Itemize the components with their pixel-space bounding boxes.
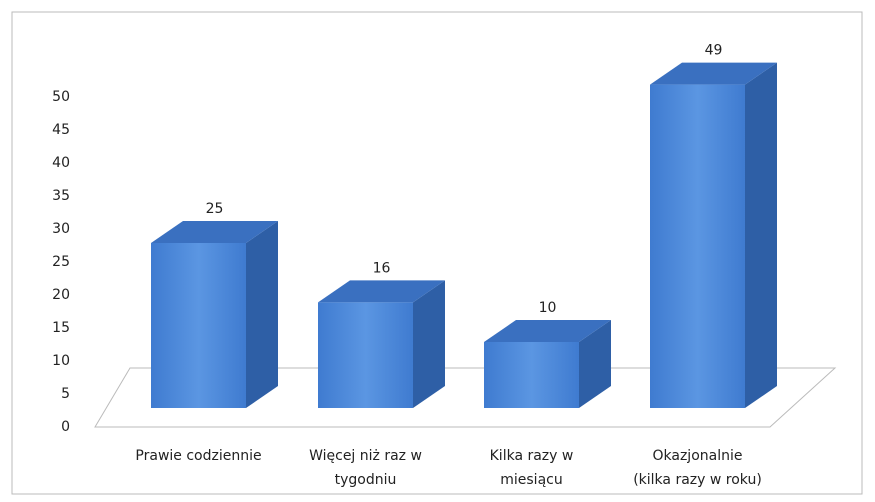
y-tick-label: 30 — [52, 221, 70, 237]
y-tick-label: 15 — [52, 320, 70, 336]
bar-front — [318, 302, 413, 408]
bar-side — [745, 62, 777, 408]
bar-side — [579, 320, 611, 408]
bar — [318, 280, 445, 408]
x-tick-label: Prawie codziennie — [135, 448, 261, 464]
y-tick-label: 35 — [52, 188, 70, 204]
x-tick-label: Kilka razy w miesiącu — [490, 448, 574, 488]
data-label: 16 — [373, 260, 391, 276]
y-tick-label: 5 — [61, 386, 70, 402]
bar-side — [413, 280, 445, 408]
bar-front — [650, 84, 745, 408]
chart-frame — [11, 11, 863, 495]
y-tick-label: 25 — [52, 254, 70, 270]
y-tick-label: 50 — [52, 89, 70, 105]
x-tick-label: Okazjonalnie (kilka razy w roku) — [633, 448, 762, 488]
bar-top — [484, 320, 611, 342]
bar-top — [650, 62, 777, 85]
y-tick-label: 40 — [52, 155, 70, 171]
bar-side — [246, 221, 278, 408]
bar-top — [151, 221, 278, 243]
data-label: 25 — [206, 201, 224, 217]
data-label: 49 — [705, 43, 723, 59]
bar-front — [151, 243, 246, 408]
bar-front — [484, 342, 579, 408]
y-tick-label: 45 — [52, 122, 70, 138]
y-tick-label: 10 — [52, 353, 70, 369]
floor — [94, 367, 837, 428]
bar-top — [318, 280, 445, 303]
bar — [484, 320, 611, 408]
bar — [650, 62, 777, 408]
bar — [151, 221, 278, 408]
x-tick-label: Więcej niż raz w tygodniu — [309, 448, 422, 488]
data-label: 10 — [539, 300, 557, 316]
y-tick-label: 0 — [61, 419, 70, 435]
y-tick-label: 20 — [52, 287, 70, 303]
